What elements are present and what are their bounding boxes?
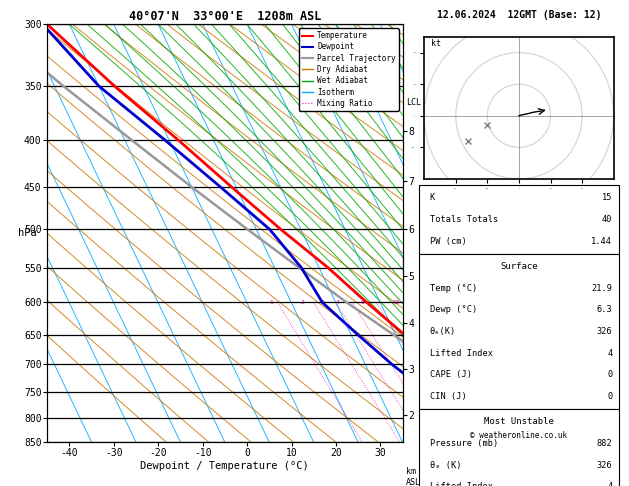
Text: 882: 882 xyxy=(596,439,613,448)
Text: 12.06.2024  12GMT (Base: 12): 12.06.2024 12GMT (Base: 12) xyxy=(437,10,601,20)
Text: © weatheronline.co.uk: © weatheronline.co.uk xyxy=(470,431,567,440)
Text: Dewp (°C): Dewp (°C) xyxy=(430,305,477,314)
Text: Mixing Ratio (g/kg): Mixing Ratio (g/kg) xyxy=(448,186,457,281)
Text: 1.44: 1.44 xyxy=(591,237,613,246)
Text: Lifted Index: Lifted Index xyxy=(430,349,493,358)
Text: Most Unstable: Most Unstable xyxy=(484,417,554,426)
Text: 6: 6 xyxy=(360,300,364,305)
Text: 20: 20 xyxy=(452,300,459,305)
Text: Totals Totals: Totals Totals xyxy=(430,215,498,224)
Text: 1: 1 xyxy=(269,300,273,305)
Text: θₑ (K): θₑ (K) xyxy=(430,461,461,470)
Text: 10: 10 xyxy=(392,300,399,305)
Text: PW (cm): PW (cm) xyxy=(430,237,467,246)
Text: 21.9: 21.9 xyxy=(591,283,613,293)
Bar xyxy=(420,185,618,254)
Text: 4: 4 xyxy=(336,300,340,305)
Text: km
ASL: km ASL xyxy=(406,468,421,486)
Text: Temp (°C): Temp (°C) xyxy=(430,283,477,293)
Text: 15: 15 xyxy=(602,193,613,202)
Title: 40°07'N  33°00'E  1208m ASL: 40°07'N 33°00'E 1208m ASL xyxy=(129,10,321,23)
Text: 25: 25 xyxy=(470,300,477,305)
Text: 4: 4 xyxy=(607,483,613,486)
Text: 2: 2 xyxy=(301,300,304,305)
Text: hPa: hPa xyxy=(18,228,37,238)
Text: 326: 326 xyxy=(596,327,613,336)
Text: θₑ(K): θₑ(K) xyxy=(430,327,456,336)
Text: 326: 326 xyxy=(596,461,613,470)
Text: Pressure (mb): Pressure (mb) xyxy=(430,439,498,448)
Text: Surface: Surface xyxy=(500,262,538,271)
Text: CAPE (J): CAPE (J) xyxy=(430,370,472,380)
Text: Lifted Index: Lifted Index xyxy=(430,483,493,486)
Text: 40: 40 xyxy=(602,215,613,224)
Text: 4: 4 xyxy=(607,349,613,358)
Legend: Temperature, Dewpoint, Parcel Trajectory, Dry Adiabat, Wet Adiabat, Isotherm, Mi: Temperature, Dewpoint, Parcel Trajectory… xyxy=(299,28,399,111)
Bar xyxy=(420,254,618,409)
Text: kt: kt xyxy=(430,39,440,48)
Text: 0: 0 xyxy=(607,392,613,401)
X-axis label: Dewpoint / Temperature (°C): Dewpoint / Temperature (°C) xyxy=(140,461,309,470)
Text: K: K xyxy=(430,193,435,202)
Text: 0: 0 xyxy=(607,370,613,380)
Text: LCL: LCL xyxy=(406,98,421,107)
Text: Q: Q xyxy=(420,300,424,305)
Bar xyxy=(420,409,618,486)
Text: CIN (J): CIN (J) xyxy=(430,392,467,401)
Text: 6.3: 6.3 xyxy=(596,305,613,314)
Text: 3: 3 xyxy=(321,300,325,305)
